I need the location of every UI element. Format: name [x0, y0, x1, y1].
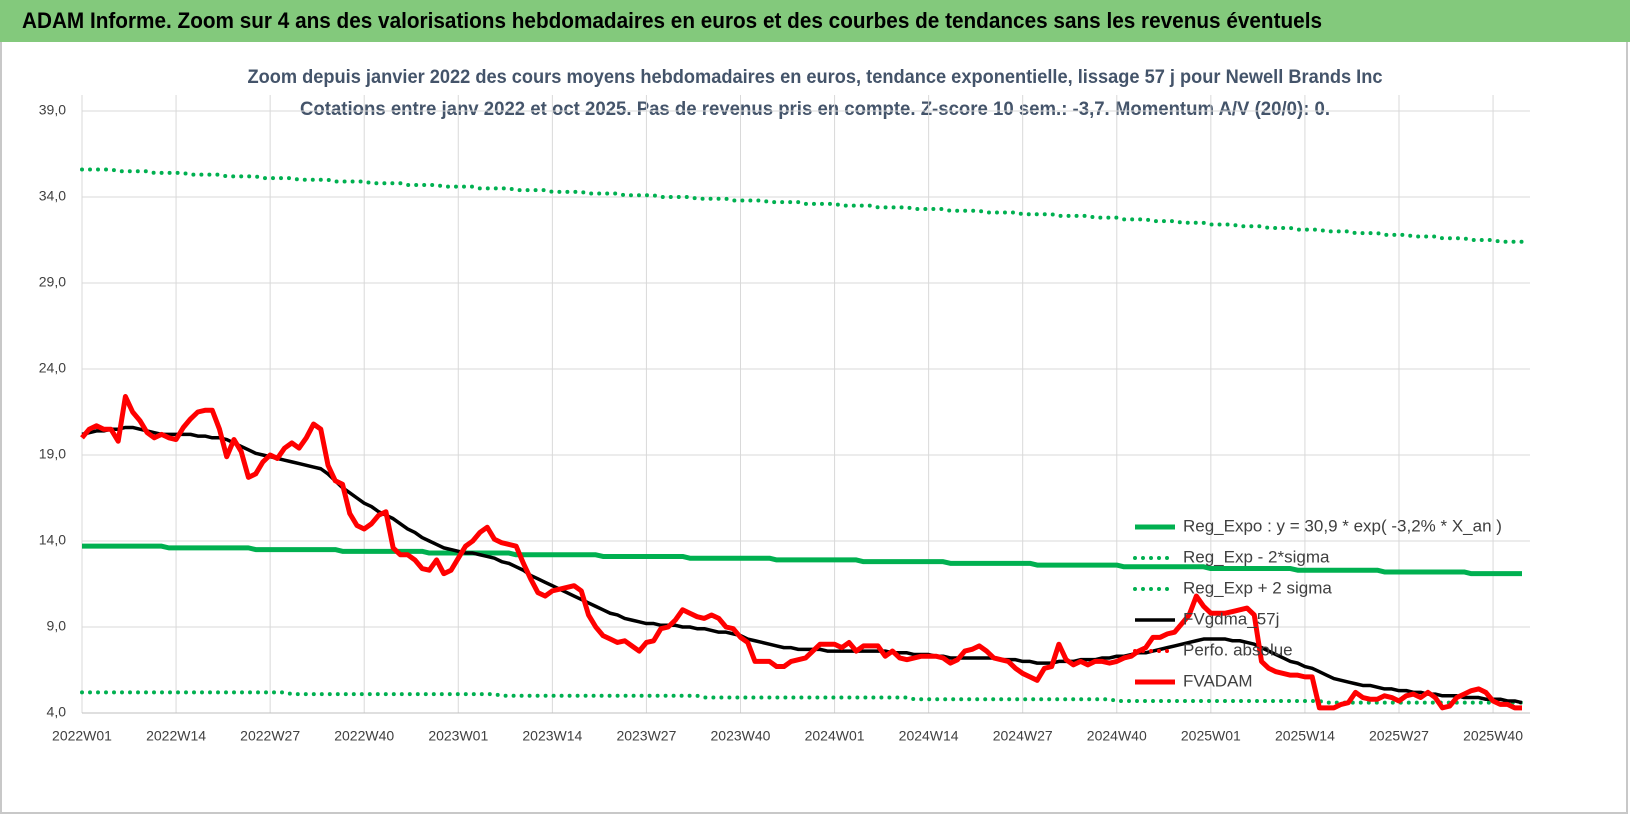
legend-label: Reg_Exp + 2 sigma — [1183, 578, 1332, 597]
legend-label: FVgdma_57j — [1183, 609, 1279, 628]
series-line — [80, 167, 1524, 244]
chart-title: Zoom depuis janvier 2022 des cours moyen… — [248, 67, 1383, 88]
y-tick-label: 29,0 — [39, 274, 66, 290]
chart-subtitle: Cotations entre janv 2022 et oct 2025. P… — [300, 99, 1330, 120]
x-tick-label: 2024W01 — [805, 728, 865, 744]
x-tick-label: 2025W27 — [1369, 728, 1429, 744]
header-bar — [0, 0, 1630, 42]
x-tick-label: 2022W14 — [146, 728, 206, 744]
y-tick-label: 24,0 — [39, 360, 66, 376]
x-tick-label: 2023W40 — [711, 728, 771, 744]
x-tick-label: 2023W27 — [616, 728, 676, 744]
y-tick-label: 4,0 — [47, 704, 67, 720]
legend-label: Perfo. absolue — [1183, 640, 1293, 659]
series-line — [82, 543, 1522, 577]
grid: 4,0 9,0 14,0 19,0 24,0 29,0 34,0 39,0 2022W01 202… — [39, 95, 1530, 744]
header-title: ADAM Informe. Zoom sur 4 ans des valoris… — [22, 8, 1322, 33]
series-line — [81, 425, 1523, 705]
series-line — [80, 394, 1522, 711]
series-line — [80, 690, 1524, 705]
x-tick-label: 2022W27 — [240, 728, 300, 744]
x-tick-label: 2024W14 — [899, 728, 959, 744]
y-tick-label: 19,0 — [39, 446, 66, 462]
legend: Reg_Expo : y = 30,9 * exp( -3,2% * X_an … — [1133, 516, 1502, 690]
x-tick-label: 2024W40 — [1087, 728, 1147, 744]
x-tick-label: 2023W01 — [428, 728, 488, 744]
legend-label: Reg_Expo : y = 30,9 * exp( -3,2% * X_an … — [1183, 516, 1502, 535]
y-tick-label: 39,0 — [39, 102, 66, 118]
x-tick-label: 2024W27 — [993, 728, 1053, 744]
x-tick-label: 2022W40 — [334, 728, 394, 744]
legend-label: Reg_Exp - 2*sigma — [1183, 547, 1330, 566]
x-tick-label: 2025W01 — [1181, 728, 1241, 744]
y-tick-label: 14,0 — [39, 532, 66, 548]
x-tick-label: 2022W01 — [52, 728, 112, 744]
y-tick-label: 9,0 — [47, 618, 67, 634]
plot-area — [80, 167, 1524, 711]
x-tick-label: 2025W40 — [1463, 728, 1523, 744]
x-tick-label: 2023W14 — [522, 728, 582, 744]
legend-label: FVADAM — [1183, 671, 1253, 690]
y-tick-label: 34,0 — [39, 188, 66, 204]
x-tick-label: 2025W14 — [1275, 728, 1335, 744]
